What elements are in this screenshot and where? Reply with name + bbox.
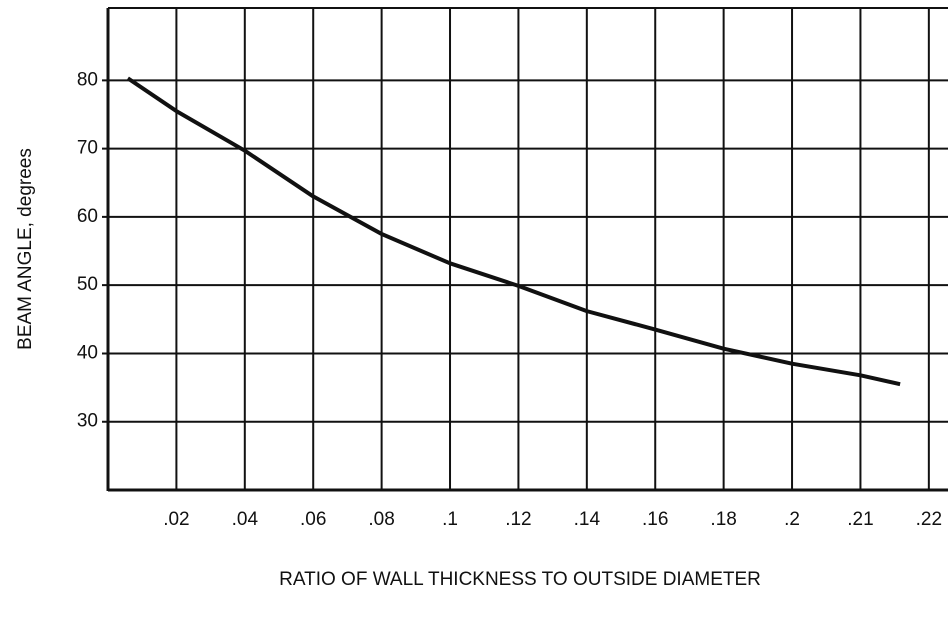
x-tick-label: .06 [300, 509, 326, 530]
x-tick-label: .02 [163, 509, 189, 530]
x-tick-label: .12 [505, 509, 531, 530]
x-tick-label: .14 [574, 509, 601, 530]
x-tick-label: .16 [642, 509, 668, 530]
y-tick-label: 40 [77, 342, 98, 363]
x-tick-label: .22 [916, 509, 942, 530]
x-tick-label: .21 [847, 509, 873, 530]
x-tick-label: .04 [232, 509, 259, 530]
y-tick-label: 30 [77, 411, 98, 432]
curve [126, 76, 901, 387]
x-tick-label: .18 [710, 509, 736, 530]
x-tick-label: .08 [368, 509, 394, 530]
y-tick-label: 70 [77, 138, 98, 159]
y-tick-label: 60 [77, 206, 98, 227]
y-tick-label: 50 [77, 274, 98, 295]
x-tick-label: .2 [784, 509, 800, 530]
x-tick-label: .1 [442, 509, 458, 530]
y-tick-label: 80 [77, 69, 98, 90]
x-axis-label: RATIO OF WALL THICKNESS TO OUTSIDE DIAME… [279, 569, 761, 590]
y-axis-label: BEAM ANGLE, degrees [15, 148, 36, 350]
